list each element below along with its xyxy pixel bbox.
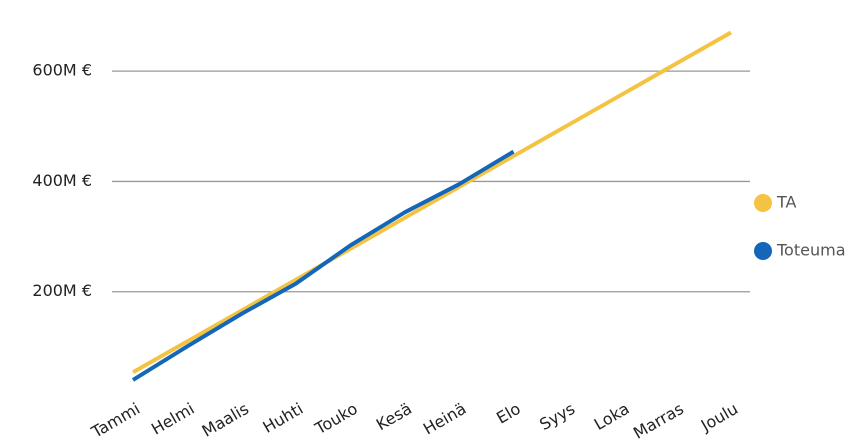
x-tick-label: Touko bbox=[311, 399, 361, 439]
y-tick-label: 200M € bbox=[32, 281, 92, 300]
x-tick-label: Huhti bbox=[260, 399, 307, 437]
x-tick-label: Loka bbox=[591, 399, 633, 434]
x-tick-label: Helmi bbox=[148, 399, 198, 439]
legend-label: TA bbox=[776, 193, 797, 212]
x-tick-label: Maalis bbox=[199, 399, 252, 441]
x-tick-label: Syys bbox=[536, 399, 578, 434]
legend-label: Toteuma bbox=[776, 241, 846, 260]
line bbox=[131, 149, 515, 382]
x-tick-label: Tammi bbox=[87, 399, 143, 442]
x-tick-label: Heinä bbox=[420, 399, 470, 439]
y-tick-label: 600M € bbox=[32, 61, 92, 80]
y-tick-label: 400M € bbox=[32, 171, 92, 190]
x-tick-label: Joulu bbox=[697, 399, 741, 436]
legend-marker bbox=[754, 242, 772, 260]
line bbox=[132, 30, 732, 374]
x-tick-label: Elo bbox=[493, 399, 524, 428]
legend-marker bbox=[754, 194, 772, 212]
x-tick-label: Marras bbox=[630, 399, 687, 443]
x-tick-label: Kesä bbox=[373, 399, 415, 434]
